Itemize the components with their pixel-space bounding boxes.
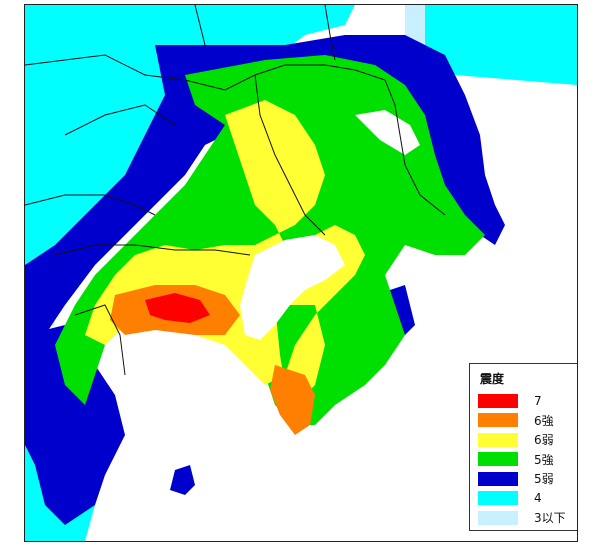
intensity-3-region xyxy=(25,5,455,335)
intensity-6-strong-region xyxy=(110,285,315,435)
legend-swatch-6-weak xyxy=(478,432,518,447)
legend-label-5-strong: 5強 xyxy=(534,452,554,467)
legend-swatch-6-strong xyxy=(478,413,518,428)
legend-label-7: 7 xyxy=(534,393,542,408)
legend-item-3-or-less: 3以下 xyxy=(478,508,577,528)
legend-item-5-strong: 5強 xyxy=(478,450,577,470)
legend-swatch-7 xyxy=(478,393,518,408)
intensity-5-weak-region xyxy=(25,35,505,525)
intensity-map: 震度 7 6強 6弱 5強 5弱 4 3以下 xyxy=(24,4,578,542)
legend-swatch-3-or-less xyxy=(478,510,518,525)
legend-label-6-strong: 6強 xyxy=(534,413,554,428)
legend-item-5-weak: 5弱 xyxy=(478,469,577,489)
legend-item-4: 4 xyxy=(478,489,577,509)
intensity-7-region xyxy=(145,293,210,323)
legend-item-6-strong: 6強 xyxy=(478,411,577,431)
lake-kasumigaura xyxy=(355,110,420,155)
legend: 震度 7 6強 6弱 5強 5弱 4 3以下 xyxy=(469,363,577,531)
legend-item-6-weak: 6弱 xyxy=(478,430,577,450)
legend-label-3-or-less: 3以下 xyxy=(534,511,566,526)
sagami-bay xyxy=(125,340,240,445)
prefecture-borders xyxy=(25,5,446,376)
legend-swatch-5-strong xyxy=(478,452,518,467)
legend-item-7: 7 xyxy=(478,391,577,411)
legend-label-6-weak: 6弱 xyxy=(534,433,554,448)
tokyo-bay xyxy=(240,235,345,340)
legend-swatch-4 xyxy=(478,491,518,506)
legend-swatch-5-weak xyxy=(478,471,518,486)
legend-label-4: 4 xyxy=(534,491,542,506)
legend-label-5-weak: 5弱 xyxy=(534,472,554,487)
legend-title: 震度 xyxy=(480,372,505,386)
intensity-6-weak-region xyxy=(85,100,365,405)
intensity-map-canvas xyxy=(25,5,577,541)
